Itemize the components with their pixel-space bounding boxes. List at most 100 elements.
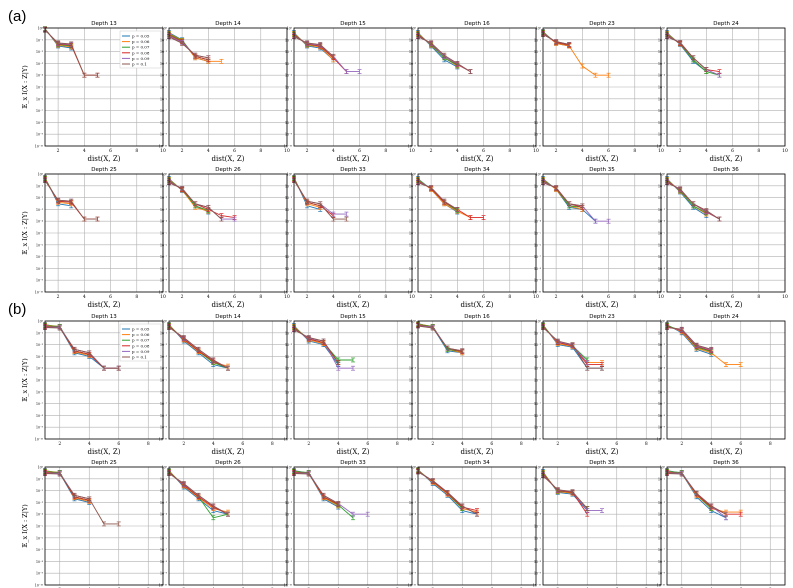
plot-frame — [542, 320, 662, 440]
legend-label: p = 0.09 — [132, 349, 150, 354]
x-tick-label: 8 — [259, 148, 262, 154]
y-tick-label: 10⁻⁷ — [160, 548, 168, 552]
y-tick-label: 10⁻⁸ — [534, 121, 542, 125]
plot-frame — [168, 320, 288, 440]
x-tick-label: 8 — [633, 148, 636, 154]
y-tick-label: 10⁻⁹ — [285, 279, 293, 283]
y-tick-label: 10⁻³ — [160, 62, 168, 66]
y-tick-label: 10⁻⁸ — [285, 414, 293, 418]
x-tick-label: 4 — [83, 148, 86, 154]
x-tick-label: 8 — [259, 294, 262, 300]
y-tick-label: 10⁻³ — [285, 501, 293, 505]
panel-title: Depth 14 — [215, 21, 241, 27]
y-tick-label: 10⁻⁸ — [160, 560, 168, 564]
x-tick-label: 2 — [430, 148, 433, 154]
x-axis-label: dist(X, Z) — [88, 301, 121, 309]
y-tick-label: 10⁻¹ — [285, 38, 293, 42]
legend-label: p = 0.07 — [132, 45, 150, 50]
y-tick-label: 10⁻⁸ — [285, 121, 293, 125]
y-tick-label: 10⁰ — [660, 320, 666, 324]
y-axis-label: 𝔼_x I(X : Z|Y) — [21, 211, 29, 255]
y-tick-label: 10⁻⁴ — [36, 74, 44, 78]
y-tick-label: 10⁻⁵ — [36, 232, 44, 236]
chart-panel: 10⁰ 10⁻¹ 10⁻² 10⁻³ 10⁻⁴ 10⁻⁵ 10⁻⁶ 10⁻⁷ 10⁻⁸ 10⁻⁹ 1… — [533, 167, 664, 309]
y-tick-label: 10⁻⁷ — [36, 402, 44, 406]
y-tick-label: 10⁻⁹ — [36, 279, 44, 283]
y-tick-label: 10⁻⁴ — [409, 513, 417, 517]
y-tick-label: 10⁻⁵ — [160, 86, 168, 90]
series-line — [293, 36, 334, 57]
panel-title: Depth 13 — [91, 21, 117, 27]
y-tick-label: 10⁻⁸ — [409, 414, 417, 418]
plot-frame — [44, 173, 164, 293]
y-tick-label: 10⁻⁶ — [285, 390, 293, 394]
x-tick-label: 10 — [409, 294, 415, 300]
x-tick-label: 10 — [284, 148, 290, 154]
x-tick-label: 4 — [332, 148, 335, 154]
series-line — [666, 324, 741, 366]
y-tick-label: 10⁻⁷ — [534, 402, 542, 406]
y-tick-label: 10⁻¹ — [285, 477, 293, 481]
y-tick-label: 10⁻⁶ — [36, 536, 44, 540]
chart-panel: 10⁰ 10⁻¹ 10⁻² 10⁻³ 10⁻⁴ 10⁻⁵ 10⁻⁶ 10⁻⁷ 10⁻⁸ 10⁻⁹ 1… — [657, 314, 786, 456]
x-tick-label: 4 — [207, 294, 210, 300]
y-tick-label: 10⁻³ — [658, 208, 666, 212]
y-tick-label: 10⁻² — [160, 50, 168, 54]
chart-panel: 10⁰ 10⁻¹ 10⁻² 10⁻³ 10⁻⁴ 10⁻⁵ 10⁻⁶ 10⁻⁷ 10⁻⁸ 10⁻⁹ 1… — [408, 21, 539, 163]
y-tick-label: 10⁻¹⁰ — [159, 145, 168, 149]
x-tick-label: 8 — [396, 441, 399, 447]
y-tick-label: 10⁰ — [411, 466, 417, 470]
x-tick-label: 6 — [233, 148, 236, 154]
x-axis-label: dist(X, Z) — [337, 448, 370, 456]
y-tick-label: 10⁻¹ — [36, 331, 44, 335]
y-tick-label: 10⁻⁹ — [534, 426, 542, 430]
y-tick-label: 10⁻¹ — [160, 331, 168, 335]
x-tick-label: 10 — [658, 294, 664, 300]
y-tick-label: 10⁻⁵ — [160, 232, 168, 236]
y-axis-label: 𝔼_x I(X : Z|Y) — [21, 65, 29, 109]
y-tick-label: 10⁰ — [38, 320, 44, 324]
y-tick-label: 10⁻¹⁰ — [533, 438, 542, 442]
y-tick-label: 10⁻⁹ — [534, 133, 542, 137]
y-tick-label: 10⁻¹ — [409, 331, 417, 335]
y-tick-label: 10⁻² — [160, 343, 168, 347]
y-tick-label: 10⁻¹ — [160, 477, 168, 481]
chart-panel: 10⁰ 10⁻¹ 10⁻² 10⁻³ 10⁻⁴ 10⁻⁵ 10⁻⁶ 10⁻⁷ 10⁻⁸ 10⁻⁹ 1… — [657, 21, 788, 163]
y-tick-label: 10⁰ — [287, 466, 293, 470]
y-tick-label: 10⁻² — [409, 343, 417, 347]
chart-panel: 10⁰ 10⁻¹ 10⁻² 10⁻³ 10⁻⁴ 10⁻⁵ 10⁻⁶ 10⁻⁷ 10⁻⁸ 10⁻⁹ 1… — [533, 460, 662, 588]
y-tick-label: 10⁻⁷ — [160, 255, 168, 259]
y-tick-label: 10⁻⁵ — [36, 379, 44, 383]
y-tick-label: 10⁻³ — [658, 501, 666, 505]
y-tick-label: 10⁻¹ — [534, 184, 542, 188]
x-tick-label: 10 — [284, 294, 290, 300]
x-tick-label: 2 — [306, 294, 309, 300]
x-tick-label: 4 — [337, 441, 340, 447]
y-tick-label: 10⁻⁴ — [160, 74, 168, 78]
y-tick-label: 10⁻³ — [160, 501, 168, 505]
y-tick-label: 10⁻³ — [285, 208, 293, 212]
y-tick-label: 10⁻⁹ — [36, 572, 44, 576]
plot-frame — [44, 466, 164, 586]
x-tick-label: 6 — [109, 294, 112, 300]
series-line — [542, 182, 583, 207]
x-tick-label: 10 — [160, 294, 166, 300]
plot-frame — [666, 466, 786, 586]
y-tick-label: 10⁻² — [409, 196, 417, 200]
x-tick-label: 6 — [109, 148, 112, 154]
y-tick-label: 10⁻³ — [36, 62, 44, 66]
legend-label: p = 0.1 — [132, 62, 147, 67]
y-tick-label: 10⁰ — [162, 320, 168, 324]
x-tick-label: 8 — [135, 148, 138, 154]
x-tick-label: 2 — [555, 294, 558, 300]
y-tick-label: 10⁻³ — [285, 355, 293, 359]
series-line — [44, 473, 119, 525]
y-tick-label: 10⁻² — [409, 50, 417, 54]
y-tick-label: 10⁻¹⁰ — [657, 584, 666, 588]
y-tick-label: 10⁻⁵ — [409, 525, 417, 529]
x-tick-label: 2 — [556, 441, 559, 447]
y-tick-label: 10⁻³ — [534, 501, 542, 505]
y-tick-label: 10⁻³ — [160, 208, 168, 212]
x-tick-label: 8 — [520, 441, 523, 447]
